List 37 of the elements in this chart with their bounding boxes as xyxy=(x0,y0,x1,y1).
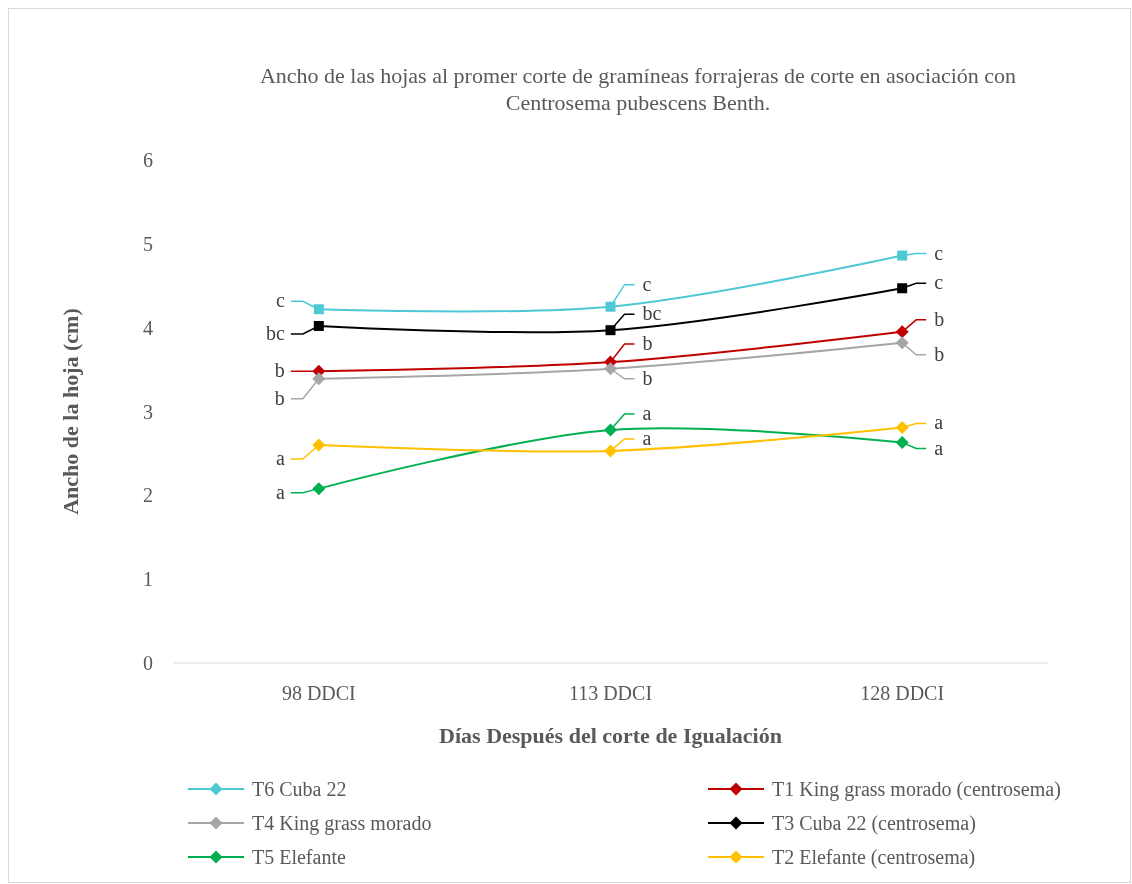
y-tick-label: 1 xyxy=(143,568,153,591)
x-tick-label: 128 DDCI xyxy=(860,682,945,704)
legend-label: T5 Elefante xyxy=(252,846,346,868)
y-tick-label: 0 xyxy=(143,652,153,674)
x-tick-label: 113 DDCI xyxy=(568,682,653,704)
y-tick-label: 3 xyxy=(143,400,153,423)
annotation: b xyxy=(274,386,285,409)
legend-label: T2 Elefante (centrosema) xyxy=(772,846,976,869)
x-axis-title: Días Después del corte de Igualación xyxy=(439,723,782,748)
annotation: c xyxy=(934,241,944,264)
annotation: c xyxy=(934,271,944,294)
y-tick-label: 4 xyxy=(143,316,153,339)
annotation: bc xyxy=(265,321,285,344)
annotation: a xyxy=(275,447,285,470)
annotation: b xyxy=(934,307,945,330)
y-tick-label: 6 xyxy=(143,149,153,171)
legend-label: T4 King grass morado xyxy=(252,812,432,835)
annotation: a xyxy=(642,426,652,449)
annotation: b xyxy=(934,342,945,365)
annotation: b xyxy=(274,359,285,382)
annotation: a xyxy=(934,411,944,434)
legend-label: T3 Cuba 22 (centrosema) xyxy=(772,812,976,835)
annotation: c xyxy=(275,289,285,312)
annotation: bc xyxy=(642,302,662,325)
annotation: a xyxy=(275,480,285,503)
y-tick-label: 5 xyxy=(143,232,153,255)
legend-label: T6 Cuba 22 xyxy=(252,778,347,800)
y-tick-label: 2 xyxy=(143,484,153,507)
annotation: b xyxy=(642,366,653,389)
chart-title: Ancho de las hojas al promer corte de gramíneas forrajeras de corte en asociación con Centrosema pubescens Benth. xyxy=(259,63,1017,115)
annotation: c xyxy=(642,272,652,295)
annotation: a xyxy=(934,436,944,459)
annotation: b xyxy=(642,332,653,355)
y-axis-title: Ancho de la hoja (cm) xyxy=(58,308,83,515)
legend-label: T1 King grass morado (centrosema) xyxy=(772,778,1061,801)
x-tick-label: 98 DDCI xyxy=(281,682,356,704)
annotation: a xyxy=(642,401,652,424)
